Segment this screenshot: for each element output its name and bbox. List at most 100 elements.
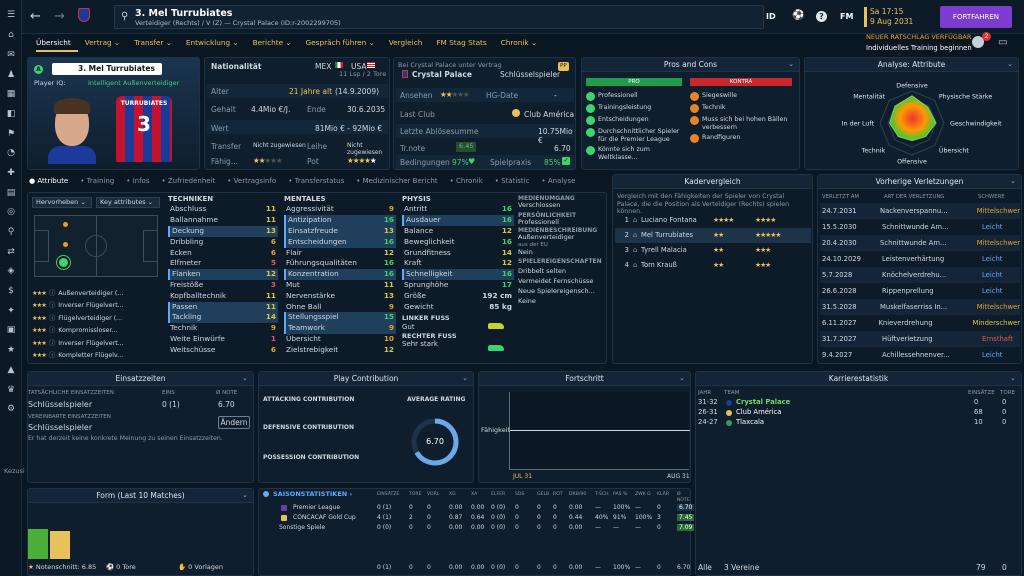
kader-row[interactable]: 1 ⌂ Luciano Fontana ★★★★ ★★★★ <box>615 213 811 228</box>
training-icon[interactable]: ◔ <box>7 148 15 159</box>
report-icon[interactable]: ▣ <box>6 325 16 336</box>
inbox-icon[interactable]: ✉ <box>7 49 15 60</box>
search-bar[interactable]: ⚲ 3. Mel Turrubiates Verteidiger (Rechts… <box>114 5 764 29</box>
menu-item[interactable]: Berichte ⌄ <box>252 37 292 47</box>
kader-row[interactable]: 4 ⌂ Tom Krauß ★★ ★★★ <box>615 258 811 273</box>
season-title-wrap[interactable]: SAISONSTATISTIKEN › <box>273 490 353 498</box>
chevron-down-icon[interactable]: ⌄ <box>788 60 794 69</box>
tab-item[interactable]: • Statistic <box>494 176 530 185</box>
usa-flag-icon <box>367 62 375 68</box>
tab-item[interactable]: • Infos <box>126 176 150 185</box>
settings-icon[interactable]: ⚙ <box>6 404 16 415</box>
data-icon[interactable]: ◧ <box>6 108 16 119</box>
staff-icon[interactable]: ⚑ <box>6 128 16 139</box>
change-button[interactable]: Ändern <box>218 416 250 429</box>
tab-item[interactable]: • Transferstatus <box>288 176 345 185</box>
chevron-down-icon[interactable]: ⌄ <box>462 374 468 383</box>
chevron-down-icon[interactable]: ⌄ <box>679 374 685 383</box>
attribute-value: 17 <box>501 279 512 289</box>
chevron-down-icon[interactable]: ⌄ <box>1007 60 1013 69</box>
fm-button[interactable]: FM <box>840 12 854 21</box>
tab-item[interactable]: • Training <box>80 176 115 185</box>
season-cell: 0 <box>427 504 431 511</box>
finance-icon[interactable]: $ <box>8 286 14 297</box>
injury-severity: Ernsthaft <box>982 334 1013 343</box>
notification[interactable]: NEUER RATSCHLAG VERFÜGBAR Individuelles … <box>866 33 976 52</box>
role-label: Außenverteidiger (... <box>58 289 124 297</box>
club-icon[interactable]: ◈ <box>7 266 15 277</box>
menu-item[interactable]: Entwicklung ⌄ <box>185 37 239 47</box>
attribute-value: 16 <box>383 236 394 246</box>
club-crest-icon-small <box>402 70 408 78</box>
tab-item[interactable]: • Medizinischer Bericht <box>356 176 438 185</box>
menu-item[interactable]: Übersicht <box>36 37 71 47</box>
transfers-icon[interactable]: ⇄ <box>7 246 15 257</box>
role-item[interactable]: ★★★ ⓘ Inverser Flügelvert... <box>32 337 160 350</box>
injury-row: 6.11.2027 Knieverdrehung Minderschwer <box>820 315 1020 331</box>
team-crest-icon <box>726 410 732 416</box>
attribute-value: 14 <box>265 312 276 322</box>
menu-item[interactable]: Transfer ⌄ <box>134 37 172 47</box>
career-row[interactable]: 26-31 Club América 68 0 <box>698 408 1018 418</box>
id-button[interactable]: ID <box>766 12 776 21</box>
career-row[interactable]: 24-27 Tlaxcala 10 0 <box>698 418 1018 428</box>
career-icon[interactable]: ♛ <box>6 384 16 395</box>
chevron-down-icon[interactable]: ⌄ <box>1010 374 1016 383</box>
tab-item[interactable]: • Chronik <box>449 176 483 185</box>
home-icon[interactable]: ⌂ <box>8 30 14 41</box>
key-attributes-dropdown[interactable]: Key attributes ⌄ <box>96 197 160 208</box>
tab-item[interactable]: ● Attribute <box>29 176 69 185</box>
competitions-icon[interactable]: ◎ <box>7 207 15 218</box>
avatar-icon[interactable] <box>972 36 984 48</box>
contra-item: Technik <box>690 104 794 113</box>
calendar-icon[interactable]: ▤ <box>6 187 16 198</box>
career-row[interactable]: 31-32 Crystal Palace 0 0 <box>698 398 1018 408</box>
highlight-dropdown[interactable]: Hervorheben ⌄ <box>32 197 92 208</box>
ende-val: 30.6.2035 <box>347 105 386 114</box>
season-row[interactable]: Sonstige Spiele 0 (0) 0 0 0.00 0.00 0 (0) 0 0 0 0.… <box>259 523 695 533</box>
tab-item[interactable]: • Vertragsinfo <box>227 176 277 185</box>
tab-item[interactable]: • Analyse <box>541 176 576 185</box>
role-item[interactable]: ★★★ ⓘ Flügelverteidiger (... <box>32 312 160 325</box>
forward-icon[interactable]: → <box>54 9 65 24</box>
attribute-label: Ecken <box>170 247 192 257</box>
role-item[interactable]: ★★★ ⓘ Kompletter Flügelv... <box>32 350 160 363</box>
squad-icon[interactable]: ♟ <box>6 69 16 80</box>
ball-icon[interactable]: ⚽ <box>792 10 805 21</box>
chevron-down-icon[interactable]: ⌄ <box>242 374 248 383</box>
menu-icon[interactable]: ☰ <box>6 10 16 21</box>
season-row[interactable]: CONCACAF Gold Cup 4 (1) 2 0 0.87 0.64 0 (0) 0 0 0… <box>259 513 695 523</box>
screen-icon[interactable]: ▭ <box>998 37 1008 48</box>
menu-item[interactable]: Vergleich <box>388 37 423 47</box>
tab-item[interactable]: • Zufriedenheit <box>161 176 216 185</box>
menu-item[interactable]: Chronik ⌄ <box>500 37 538 47</box>
menu-item[interactable]: FM Stag Stats <box>436 37 487 47</box>
back-icon[interactable]: ← <box>30 9 41 24</box>
menu-item[interactable]: Gespräch führen ⌄ <box>305 37 375 47</box>
left-boot-icon <box>488 323 504 329</box>
chevron-down-icon[interactable]: ⌄ <box>242 491 248 500</box>
scouting-icon[interactable]: ⚲ <box>7 227 15 237</box>
season-cell: 91% <box>613 514 627 521</box>
continue-button[interactable]: FORTFAHREN <box>940 6 1012 28</box>
chevron-down-icon[interactable]: ⌄ <box>1010 177 1016 186</box>
kader-ability-stars: ★★ <box>713 246 724 255</box>
help-icon[interactable]: ? <box>816 11 827 22</box>
kader-row[interactable]: 2 ⌂ Mel Turrubiates ★★ ★★★★★ <box>615 228 811 243</box>
kader-row[interactable]: 3 ⌂ Tyrell Malacia ★★ ★★★ <box>615 243 811 258</box>
dev-icon[interactable]: ✦ <box>7 305 15 316</box>
tactics-icon[interactable]: ▦ <box>6 89 16 100</box>
role-item[interactable]: ★★★ ⓘ Kompromissloser... <box>32 325 160 338</box>
role-item[interactable]: ★★★ ⓘ Inverser Flügelvert... <box>32 300 160 313</box>
chart-icon[interactable]: ▲ <box>7 364 15 375</box>
season-total-cell: 0 <box>657 564 661 571</box>
medical-icon[interactable]: ✚ <box>7 167 15 178</box>
role-item[interactable]: ★★★ ⓘ Außenverteidiger (... <box>32 287 160 300</box>
season-row[interactable]: Premier League 0 (1) 0 0 0.00 0.00 0 (0) 0 0 0 0.0… <box>259 503 695 513</box>
season-total-cell: — <box>595 564 601 571</box>
attribute-row: Tackling 14 <box>168 312 278 324</box>
attribute-label: Passen <box>172 301 198 311</box>
shortlist-icon[interactable]: ★ <box>6 345 16 356</box>
transfer-val: Nicht zugewiesen <box>253 142 306 149</box>
menu-item[interactable]: Vertrag ⌄ <box>84 37 121 47</box>
